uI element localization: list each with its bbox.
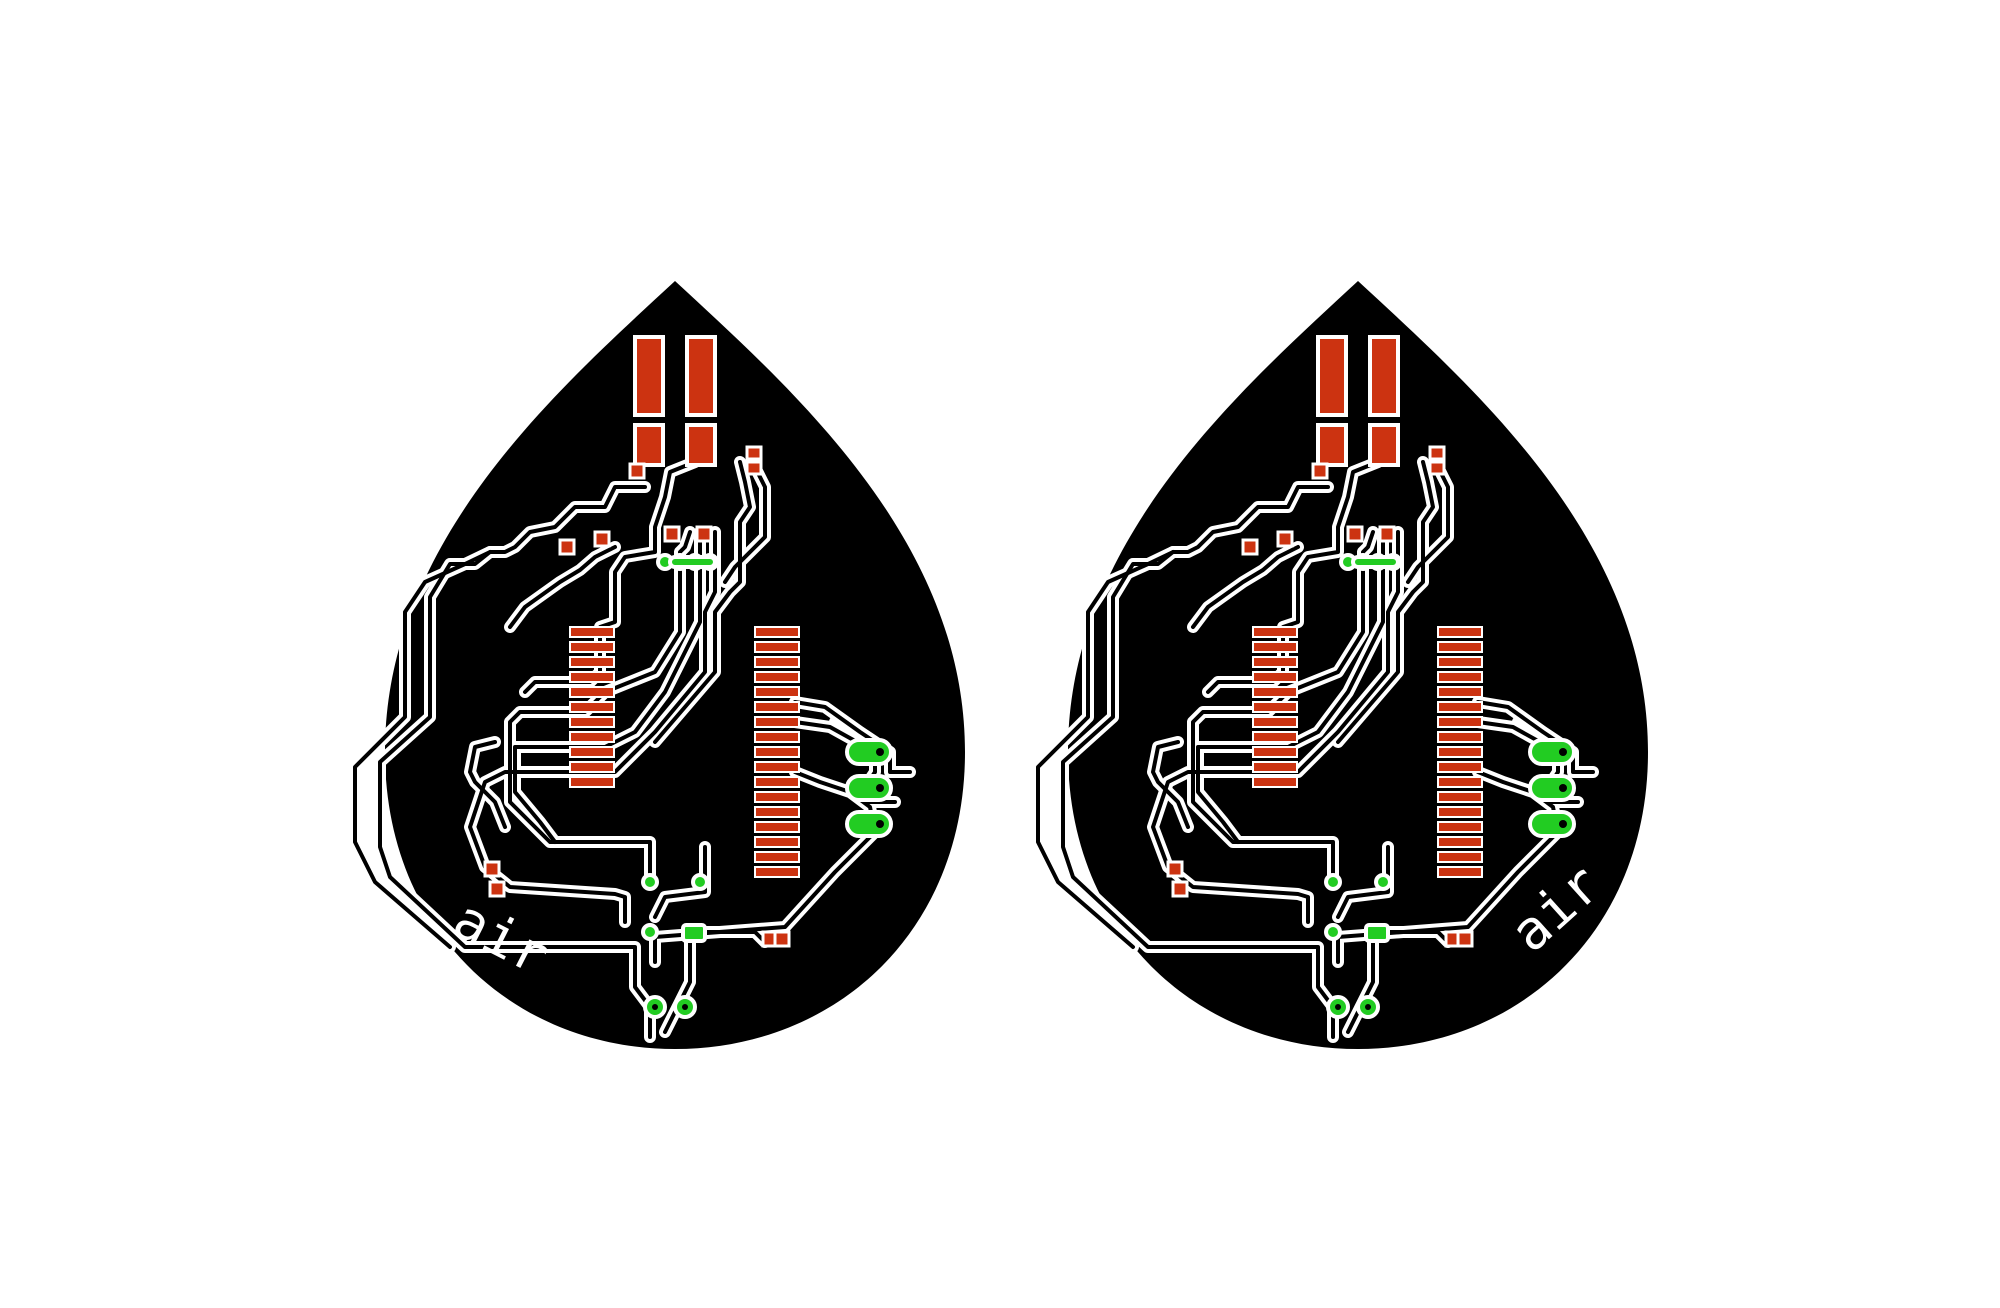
- pcb-board-left: air: [355, 281, 965, 1049]
- pcb-board-right: air: [1038, 281, 1648, 1049]
